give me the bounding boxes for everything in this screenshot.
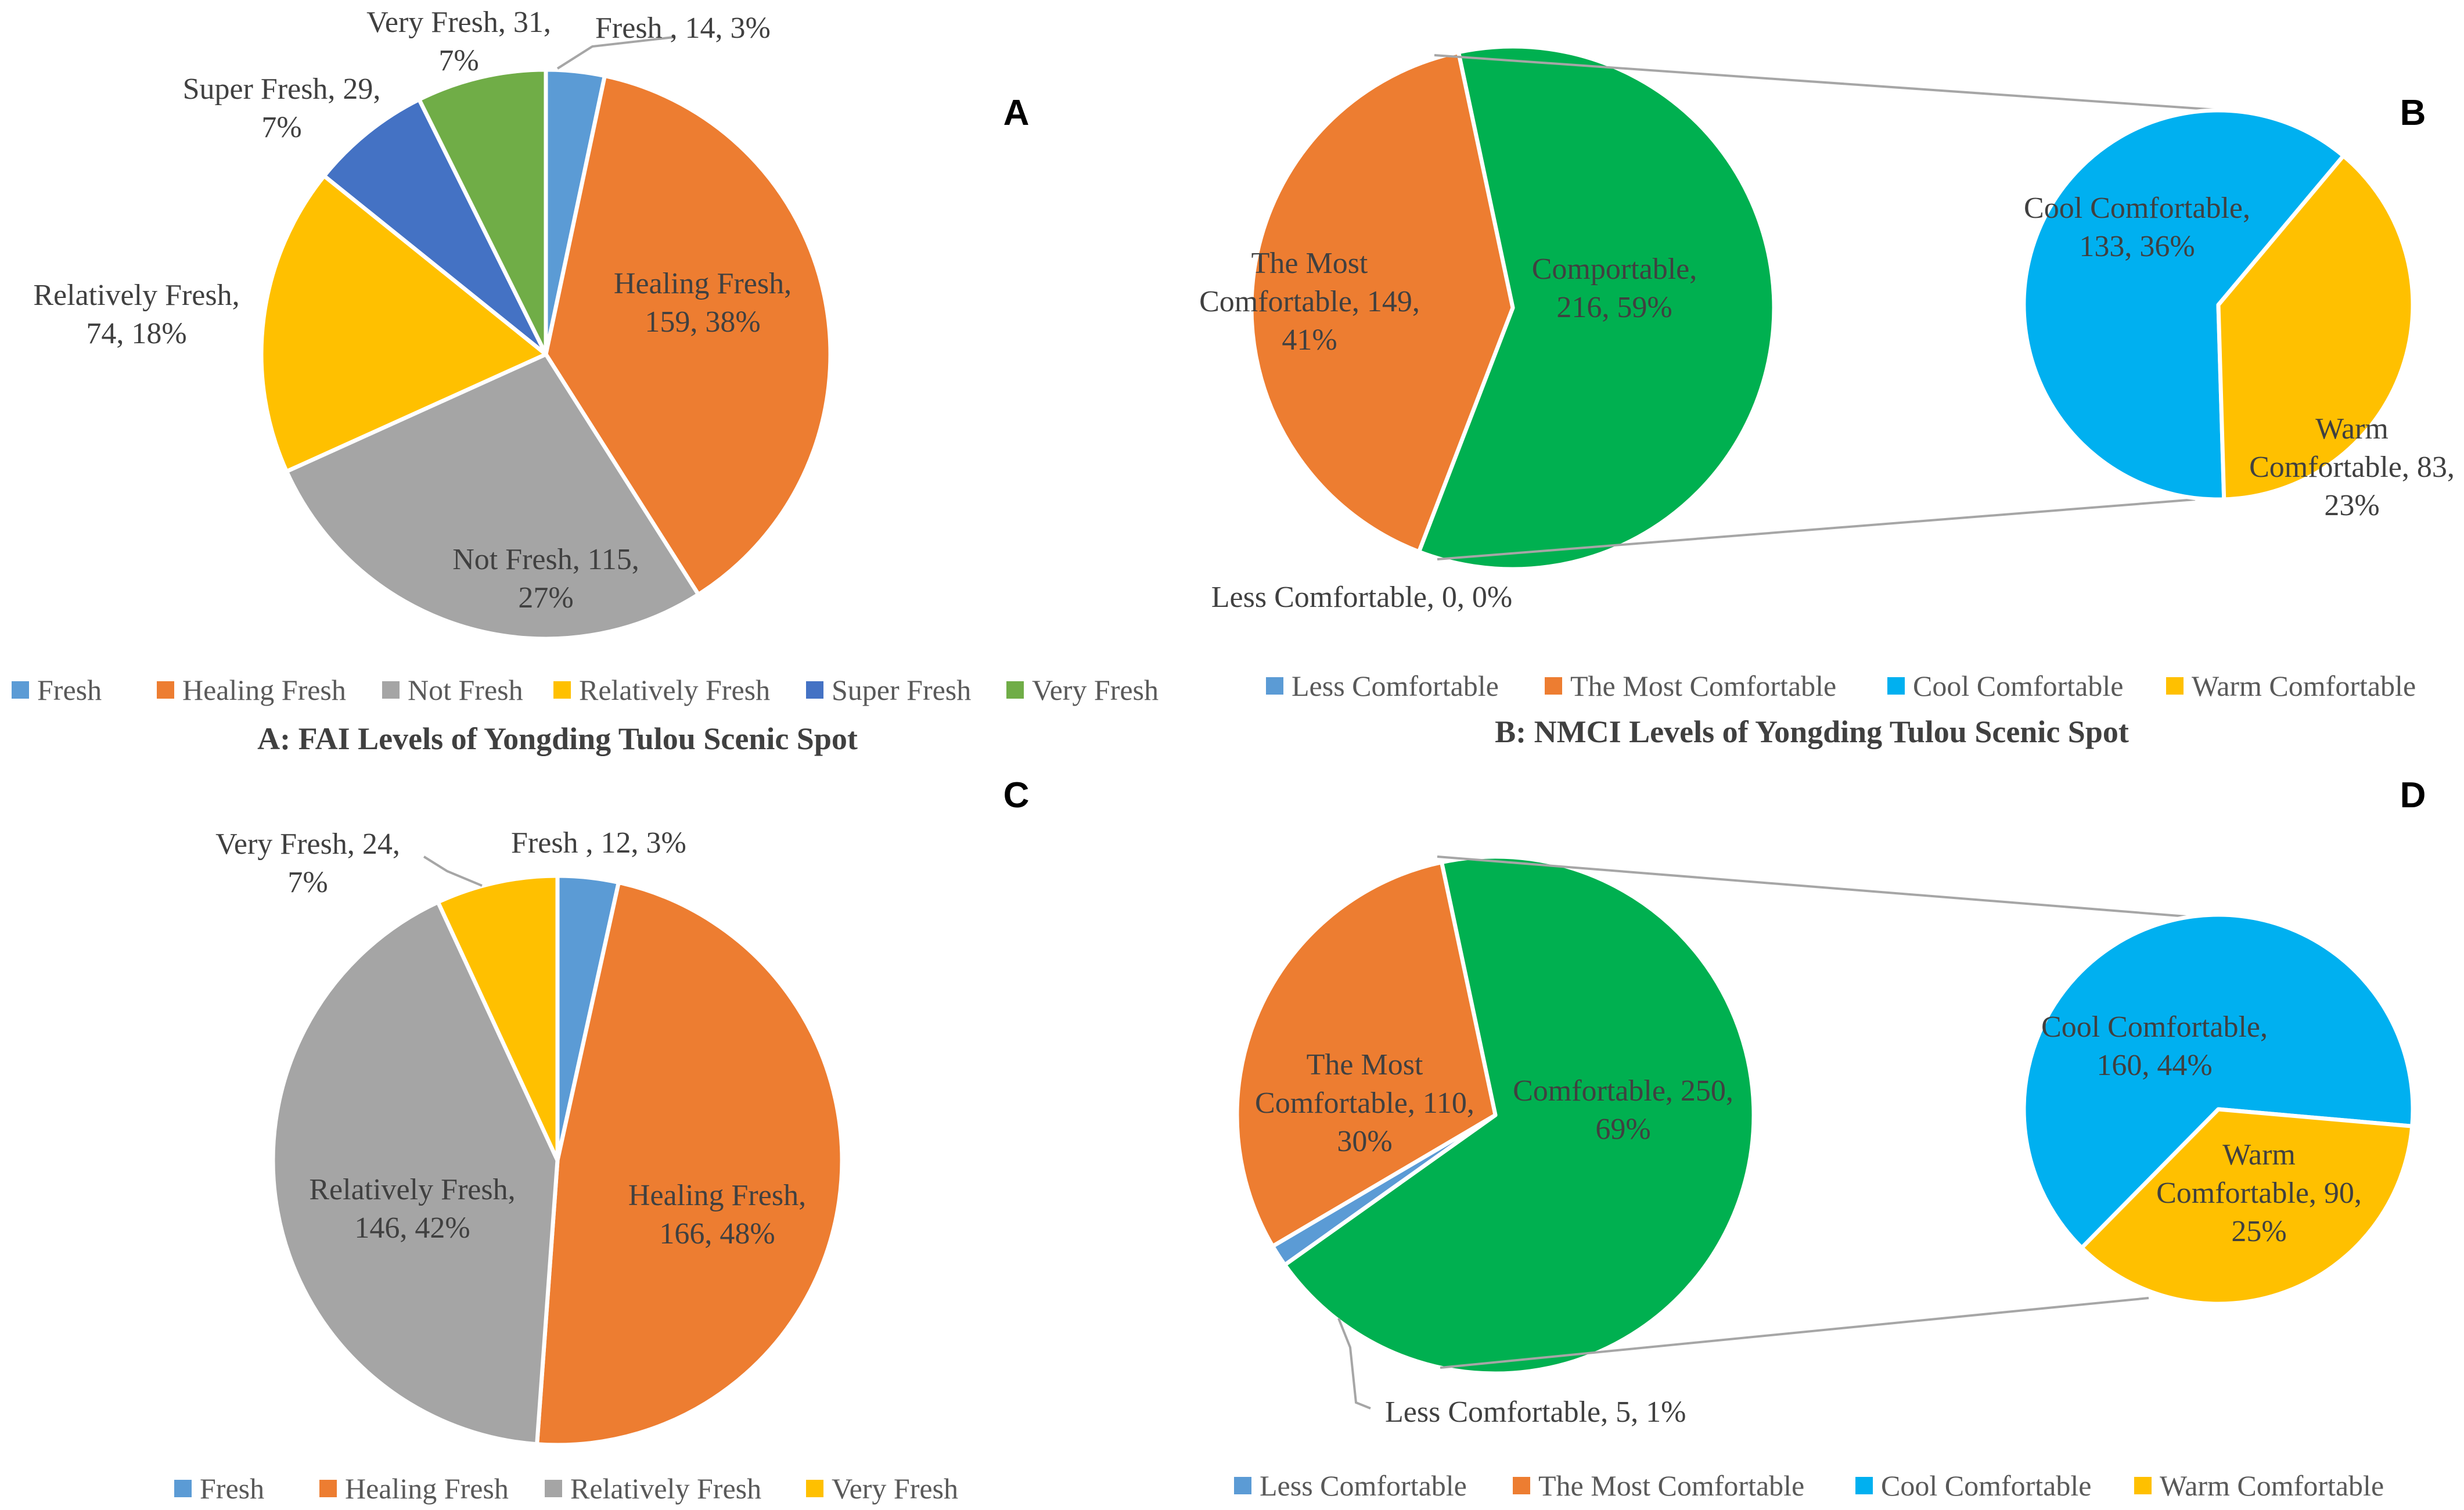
connector-line-top — [1434, 54, 2225, 112]
data-label-the-most-comfortable: The Most Comfortable, 149, 41% — [1199, 247, 1420, 357]
legend-label-very-fresh: Very Fresh — [832, 1472, 958, 1505]
pie-slice-very-fresh — [417, 67, 548, 357]
legend-swatch-very-fresh — [806, 1480, 823, 1497]
data-label-healing-fresh: Healing Fresh, 166, 48% — [628, 1179, 806, 1250]
legend-label-fresh: Fresh — [200, 1472, 264, 1505]
legend: Less Comfortable The Most Comfortable Cool… — [1234, 1469, 2384, 1502]
legend-swatch-relatively-fresh — [545, 1480, 562, 1497]
legend-label-healing-fresh: Healing Fresh — [182, 674, 346, 706]
pie-slice-warm-comfortable — [2080, 1107, 2415, 1306]
connector-line-top — [1437, 855, 2202, 919]
data-label-fresh: Fresh , 12, 3% — [511, 826, 686, 860]
legend-swatch-cool-comfortable — [1887, 677, 1905, 695]
legend-label-relatively-fresh: Relatively Fresh — [579, 674, 770, 706]
legend-label-very-fresh: Very Fresh — [1032, 674, 1159, 706]
data-label-the-most-comfortable: The Most Comfortable, 110, 30% — [1255, 1048, 1474, 1158]
data-label-very-fresh: Very Fresh, 24, 7% — [215, 828, 400, 899]
pie-slice-warm-comfortable — [2216, 153, 2415, 502]
pie-slice-relatively-fresh — [271, 900, 560, 1447]
leader-line-fresh — [556, 36, 674, 70]
legend-swatch-the-most-comfortable — [1513, 1477, 1530, 1494]
panel-label-d: D — [2400, 775, 2426, 815]
legend-swatch-fresh — [12, 681, 29, 699]
legend-swatch-healing-fresh — [319, 1480, 337, 1497]
pie-slice-cool-comfortable — [2021, 108, 2346, 502]
legend-label-fresh: Fresh — [37, 674, 102, 706]
data-label-warm-comfortable: Warm Comfortable, 83, 23% — [2249, 412, 2455, 522]
pie-slice-comfortable — [1282, 854, 1756, 1376]
data-label-super-fresh: Super Fresh, 29, 7% — [183, 73, 381, 144]
chart-panel-b: Less Comfortable, 0, 0% The Most Comfortab… — [1199, 44, 2455, 749]
legend-swatch-the-most-comfortable — [1545, 677, 1562, 695]
legend-swatch-less-comfortable — [1266, 677, 1283, 695]
legend-swatch-less-comfortable — [1234, 1477, 1251, 1494]
pie-slice-healing-fresh — [535, 880, 844, 1447]
data-label-relatively-fresh: Relatively Fresh, 74, 18% — [33, 279, 239, 350]
legend-label-less-comfortable: Less Comfortable — [1260, 1469, 1467, 1502]
legend-label-healing-fresh: Healing Fresh — [345, 1472, 509, 1505]
data-label-less-comfortable: Less Comfortable, 5, 1% — [1385, 1396, 1686, 1429]
legend-swatch-cool-comfortable — [1855, 1477, 1873, 1494]
panel-label-b: B — [2400, 93, 2426, 133]
data-label-comportable: Comportable, 216, 59% — [1532, 253, 1697, 324]
legend-swatch-healing-fresh — [157, 681, 174, 699]
pie-slice-super-fresh — [322, 97, 548, 357]
chart-panel-d: Less Comfortable, 5, 1% The Most Comfortab… — [1234, 775, 2426, 1502]
pie-slice-very-fresh — [436, 873, 560, 1163]
data-label-comfortable: Comfortable, 250, 69% — [1513, 1074, 1733, 1146]
legend-label-cool-comfortable: Cool Comfortable — [1881, 1469, 2091, 1502]
data-label-less-comfortable: Less Comfortable, 0, 0% — [1211, 581, 1512, 614]
chart-panel-c: Fresh , 12, 3% Healing Fresh, 166, 48% Rela… — [174, 775, 1029, 1505]
chart-caption-b: B: NMCI Levels of Yongding Tulou Scenic … — [1495, 714, 2129, 749]
legend-swatch-warm-comfortable — [2134, 1477, 2152, 1494]
data-label-not-fresh: Not Fresh, 115, 27% — [452, 543, 639, 614]
legend-label-not-fresh: Not Fresh — [408, 674, 523, 706]
connector-line-bottom — [1437, 498, 2196, 560]
legend-swatch-very-fresh — [1006, 681, 1024, 699]
pie-slice-cool-comfortable — [2021, 912, 2415, 1250]
legend-label-super-fresh: Super Fresh — [832, 674, 971, 706]
legend-label-cool-comfortable: Cool Comfortable — [1913, 670, 2123, 702]
legend-swatch-relatively-fresh — [553, 681, 571, 699]
data-label-warm-comfortable: Warm Comfortable, 90, 25% — [2156, 1138, 2362, 1248]
data-label-relatively-fresh: Relatively Fresh, 146, 42% — [309, 1173, 515, 1245]
legend-swatch-not-fresh — [382, 681, 400, 699]
legend-swatch-fresh — [174, 1480, 192, 1497]
connector-line-bottom — [1440, 1297, 2149, 1369]
leader-line-less-comfortable — [1337, 1318, 1371, 1410]
data-label-very-fresh: Very Fresh, 31, 7% — [366, 6, 551, 77]
data-label-cool-comfortable: Cool Comfortable, 160, 44% — [2041, 1011, 2268, 1082]
panel-label-c: C — [1003, 775, 1030, 815]
legend-label-warm-comfortable: Warm Comfortable — [2160, 1469, 2384, 1502]
data-label-cool-comfortable: Cool Comfortable, 133, 36% — [2024, 192, 2250, 263]
legend: Fresh Healing Fresh Relatively Fresh Very F… — [174, 1472, 958, 1505]
legend-label-relatively-fresh: Relatively Fresh — [570, 1472, 761, 1505]
pie-slice-relatively-fresh — [259, 174, 548, 474]
legend-label-the-most-comfortable: The Most Comfortable — [1570, 670, 1836, 702]
panel-label-a: A — [1003, 93, 1030, 133]
data-label-fresh: Fresh , 14, 3% — [595, 12, 771, 45]
pie-slice-comportable — [1416, 44, 1776, 571]
chart-caption-a: A: FAI Levels of Yongding Tulou Scenic S… — [257, 721, 858, 756]
legend: Fresh Healing Fresh Not Fresh Relatively Fr… — [12, 674, 1159, 706]
legend-label-less-comfortable: Less Comfortable — [1292, 670, 1499, 702]
legend: Less Comfortable The Most Comfortable Cool… — [1266, 670, 2416, 702]
pie-slice-the-most-comfortable — [1235, 860, 1498, 1249]
leader-line-very-fresh — [423, 855, 483, 887]
chart-panel-a: Fresh , 14, 3% Healing Fresh, 159, 38% Not … — [12, 6, 1159, 756]
legend-label-the-most-comfortable: The Most Comfortable — [1538, 1469, 1804, 1502]
legend-swatch-super-fresh — [806, 681, 823, 699]
pie-slice-the-most-comfortable — [1249, 50, 1515, 554]
legend-swatch-warm-comfortable — [2166, 677, 2184, 695]
legend-label-warm-comfortable: Warm Comfortable — [2192, 670, 2416, 702]
data-label-healing-fresh: Healing Fresh, 159, 38% — [614, 267, 792, 339]
